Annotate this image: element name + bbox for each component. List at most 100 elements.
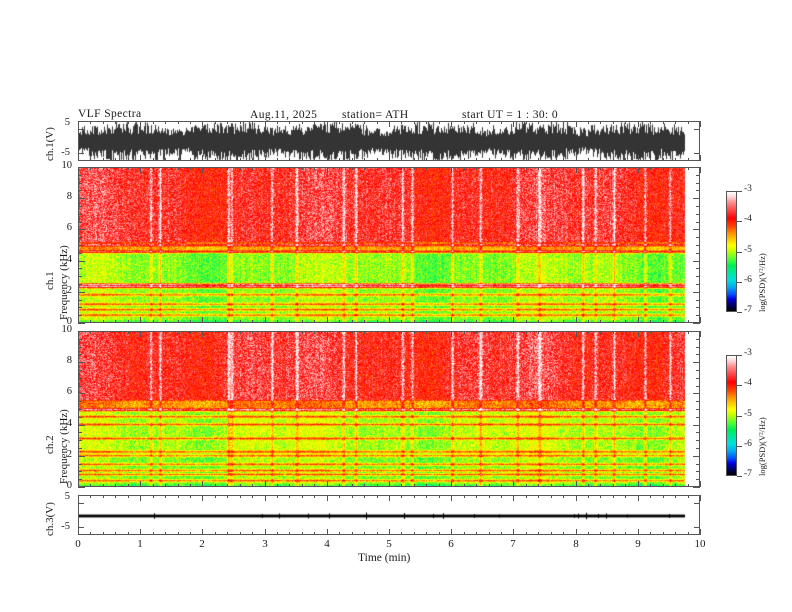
xtick-minor-bottom (90, 532, 91, 535)
xtick-minor-bottom (215, 484, 216, 487)
xtick-minor-top (90, 167, 91, 170)
ch2-spec-ytick-minor (78, 448, 82, 449)
xtick-minor-top (526, 331, 527, 334)
xtick-major-bottom (202, 529, 203, 535)
xtick-major-bottom (327, 155, 328, 161)
colorbar-ch1-label: log(PSD)(V²/Hz) (757, 253, 767, 312)
xtick-minor-bottom (178, 158, 179, 161)
xtick-major-bottom (576, 529, 577, 535)
ch1-spec-ytick-major-right-2 (693, 292, 700, 293)
colorbar-ch1-tick-label--4: -4 (744, 214, 752, 224)
xtick-major-top (78, 331, 79, 337)
xtick-major-bottom (265, 529, 266, 535)
xtick-major-top (327, 495, 328, 501)
xtick-minor-top (551, 331, 552, 334)
ch2-spec-ytick-minor (78, 354, 82, 355)
xtick-minor-top (90, 331, 91, 334)
xtick-minor-top (401, 121, 402, 124)
xtick-major-top (638, 331, 639, 337)
ch2-spec-ytick-minor (78, 401, 82, 402)
xtick-minor-top (663, 167, 664, 170)
xtick-minor-bottom (501, 158, 502, 161)
ch1-spec-ytick-major-right-10 (693, 167, 700, 168)
xtick-major-bottom (451, 155, 452, 161)
xtick-label-10: 10 (694, 538, 706, 550)
ch1-spectrogram-canvas (79, 168, 699, 322)
xtick-minor-bottom (339, 484, 340, 487)
xtick-minor-top (314, 121, 315, 124)
ch2-spec-ytick-minor (696, 417, 700, 418)
xtick-major-top (513, 121, 514, 127)
xtick-minor-top (538, 167, 539, 170)
xtick-minor-top (563, 167, 564, 170)
xtick-minor-top (675, 331, 676, 334)
xtick-minor-bottom (526, 158, 527, 161)
xtick-minor-bottom (625, 484, 626, 487)
ch2-spec-ytick-minor (78, 386, 82, 387)
xtick-minor-bottom (115, 320, 116, 323)
xtick-major-top (638, 167, 639, 173)
xtick-minor-bottom (215, 158, 216, 161)
xtick-major-top (638, 121, 639, 127)
ch1-spec-ytick-minor (696, 300, 700, 301)
figure-start-ut: start UT = 1 : 30: 0 (462, 109, 559, 121)
xtick-minor-bottom (153, 484, 154, 487)
xtick-minor-bottom (90, 484, 91, 487)
xtick-minor-bottom (675, 532, 676, 535)
xtick-minor-top (588, 121, 589, 124)
ch1-spec-ytick-major-right-8 (693, 198, 700, 199)
xtick-label-6: 6 (448, 538, 454, 550)
ch2-spec-ytick-minor (696, 464, 700, 465)
ch1-spec-ytick-minor (78, 253, 82, 254)
colorbar-ch1-tick--5 (737, 252, 742, 253)
xtick-minor-bottom (227, 532, 228, 535)
ch3-waveform-canvas (79, 496, 699, 534)
ch3-wave-ytick-neg5: -5 (61, 521, 70, 532)
ch1-spec-ytick-minor (78, 190, 82, 191)
xtick-minor-top (227, 331, 228, 334)
ch1-spec-ytick-minor (78, 245, 82, 246)
xtick-minor-top (688, 331, 689, 334)
xtick-minor-bottom (227, 484, 228, 487)
xtick-minor-top (90, 495, 91, 498)
xtick-major-bottom (389, 529, 390, 535)
xtick-minor-bottom (600, 320, 601, 323)
xtick-minor-top (289, 167, 290, 170)
xtick-minor-top (538, 121, 539, 124)
xtick-minor-top (489, 121, 490, 124)
xtick-minor-bottom (650, 532, 651, 535)
xtick-minor-top (501, 167, 502, 170)
xtick-label-2: 2 (199, 538, 205, 550)
xtick-minor-bottom (165, 532, 166, 535)
xtick-major-bottom (389, 481, 390, 487)
xtick-minor-bottom (476, 532, 477, 535)
xtick-minor-top (526, 495, 527, 498)
xtick-minor-top (588, 167, 589, 170)
xtick-minor-top (401, 167, 402, 170)
ch2-spec-ytick-label-8: 8 (66, 355, 72, 366)
xtick-minor-bottom (563, 320, 564, 323)
xtick-major-bottom (576, 317, 577, 323)
xtick-minor-bottom (128, 158, 129, 161)
xtick-minor-top (178, 495, 179, 498)
xtick-minor-bottom (178, 484, 179, 487)
xtick-major-bottom (513, 529, 514, 535)
xtick-major-bottom (389, 155, 390, 161)
xtick-minor-bottom (314, 532, 315, 535)
xtick-minor-top (650, 331, 651, 334)
xtick-major-bottom (140, 317, 141, 323)
xtick-major-top (513, 495, 514, 501)
ch1-spec-ytick-major-right-4 (693, 261, 700, 262)
xtick-minor-top (364, 331, 365, 334)
xtick-minor-top (103, 121, 104, 124)
xtick-minor-bottom (625, 158, 626, 161)
xtick-minor-top (464, 121, 465, 124)
ch2-spec-ytick-major-right-2 (693, 456, 700, 457)
xtick-minor-bottom (190, 320, 191, 323)
xtick-minor-top (426, 495, 427, 498)
xtick-minor-top (252, 167, 253, 170)
ch2-spec-ytick-minor (78, 432, 82, 433)
xtick-label-1: 1 (137, 538, 143, 550)
ch2-spec-ytick-label-10: 10 (61, 324, 73, 335)
xtick-minor-bottom (588, 532, 589, 535)
